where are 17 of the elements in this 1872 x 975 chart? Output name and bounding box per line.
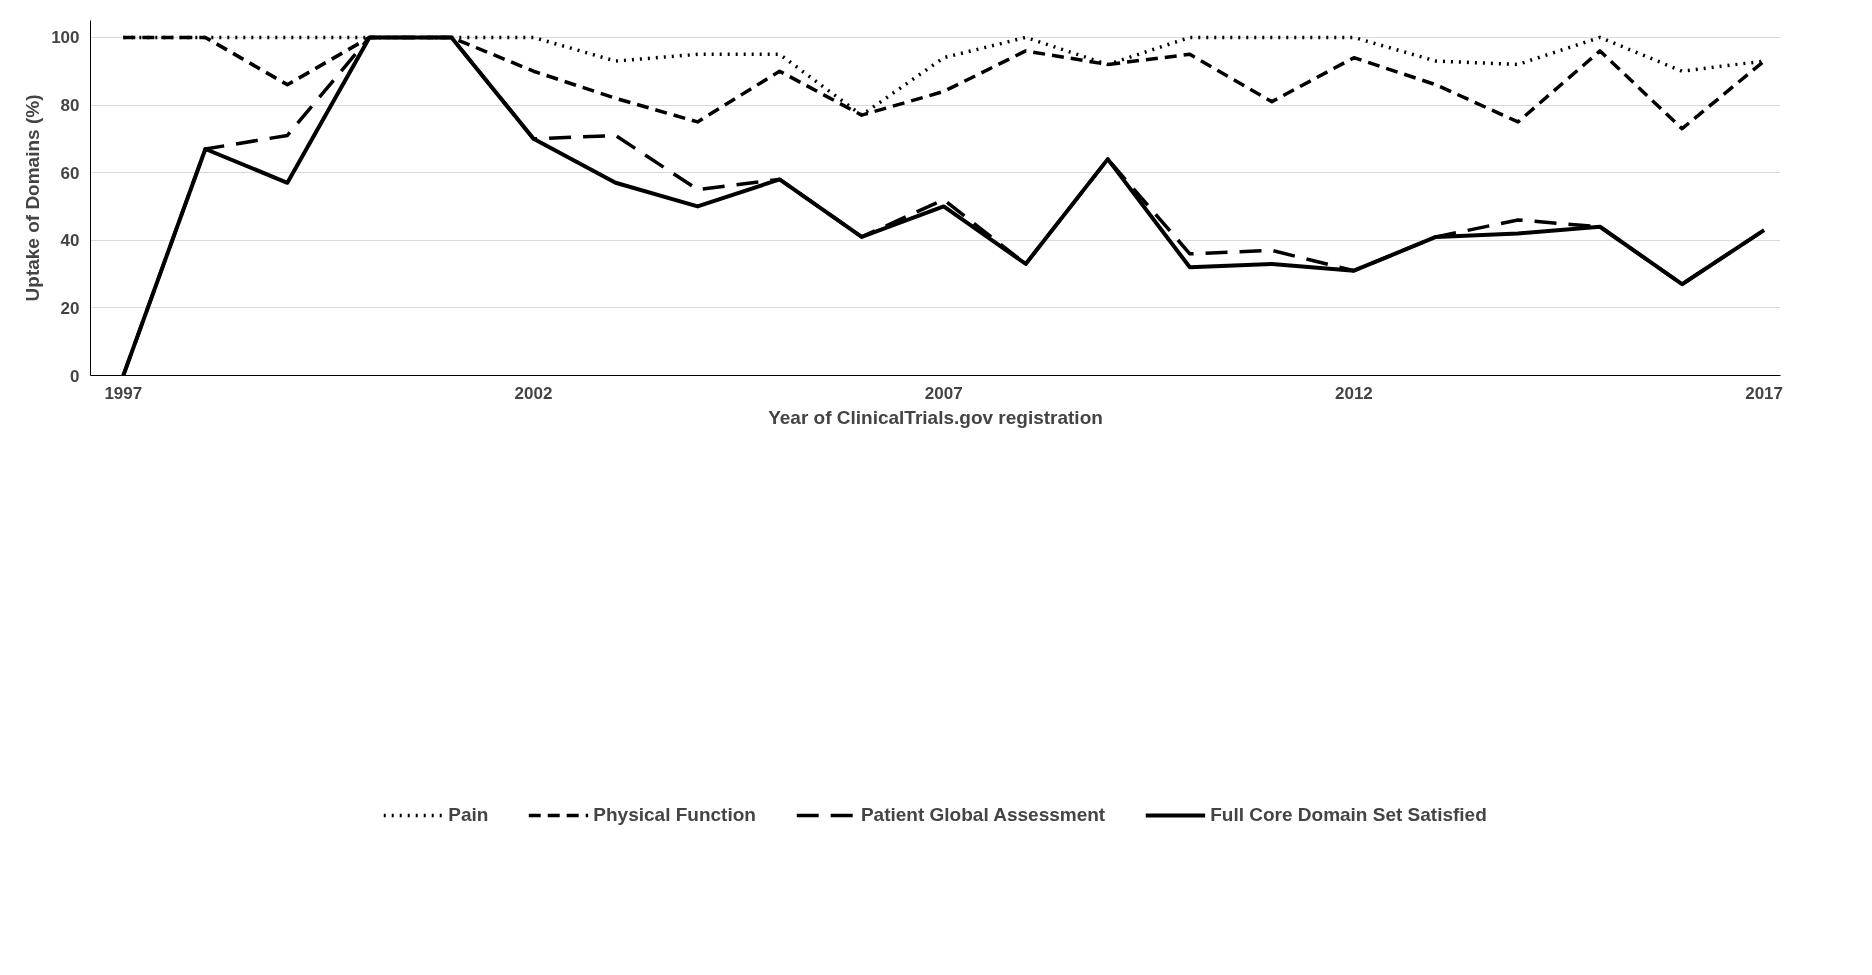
x-tick-label: 2012 [1334, 383, 1373, 403]
x-tick-label: 1997 [104, 383, 143, 403]
x-tick-label: 2007 [924, 383, 963, 403]
y-tick-label: 80 [60, 96, 80, 116]
y-tick-label: 20 [60, 298, 80, 318]
legend-label: Physical Function [593, 803, 756, 826]
legend-label: Patient Global Assessment [860, 803, 1106, 826]
y-axis-title: Uptake of Domains (%) [22, 94, 44, 302]
legend-label: Full Core Domain Set Satisfied [1210, 803, 1487, 826]
y-tick-label: 40 [60, 231, 80, 251]
x-axis-title: Year of ClinicalTrials.gov registration [768, 406, 1103, 428]
legend-label: Pain [448, 803, 489, 826]
x-tick-label: 2002 [514, 383, 553, 403]
y-tick-label: 100 [51, 28, 80, 48]
y-tick-label: 0 [70, 366, 80, 386]
x-tick-label: 2017 [1745, 383, 1784, 403]
y-tick-label: 60 [60, 163, 80, 183]
